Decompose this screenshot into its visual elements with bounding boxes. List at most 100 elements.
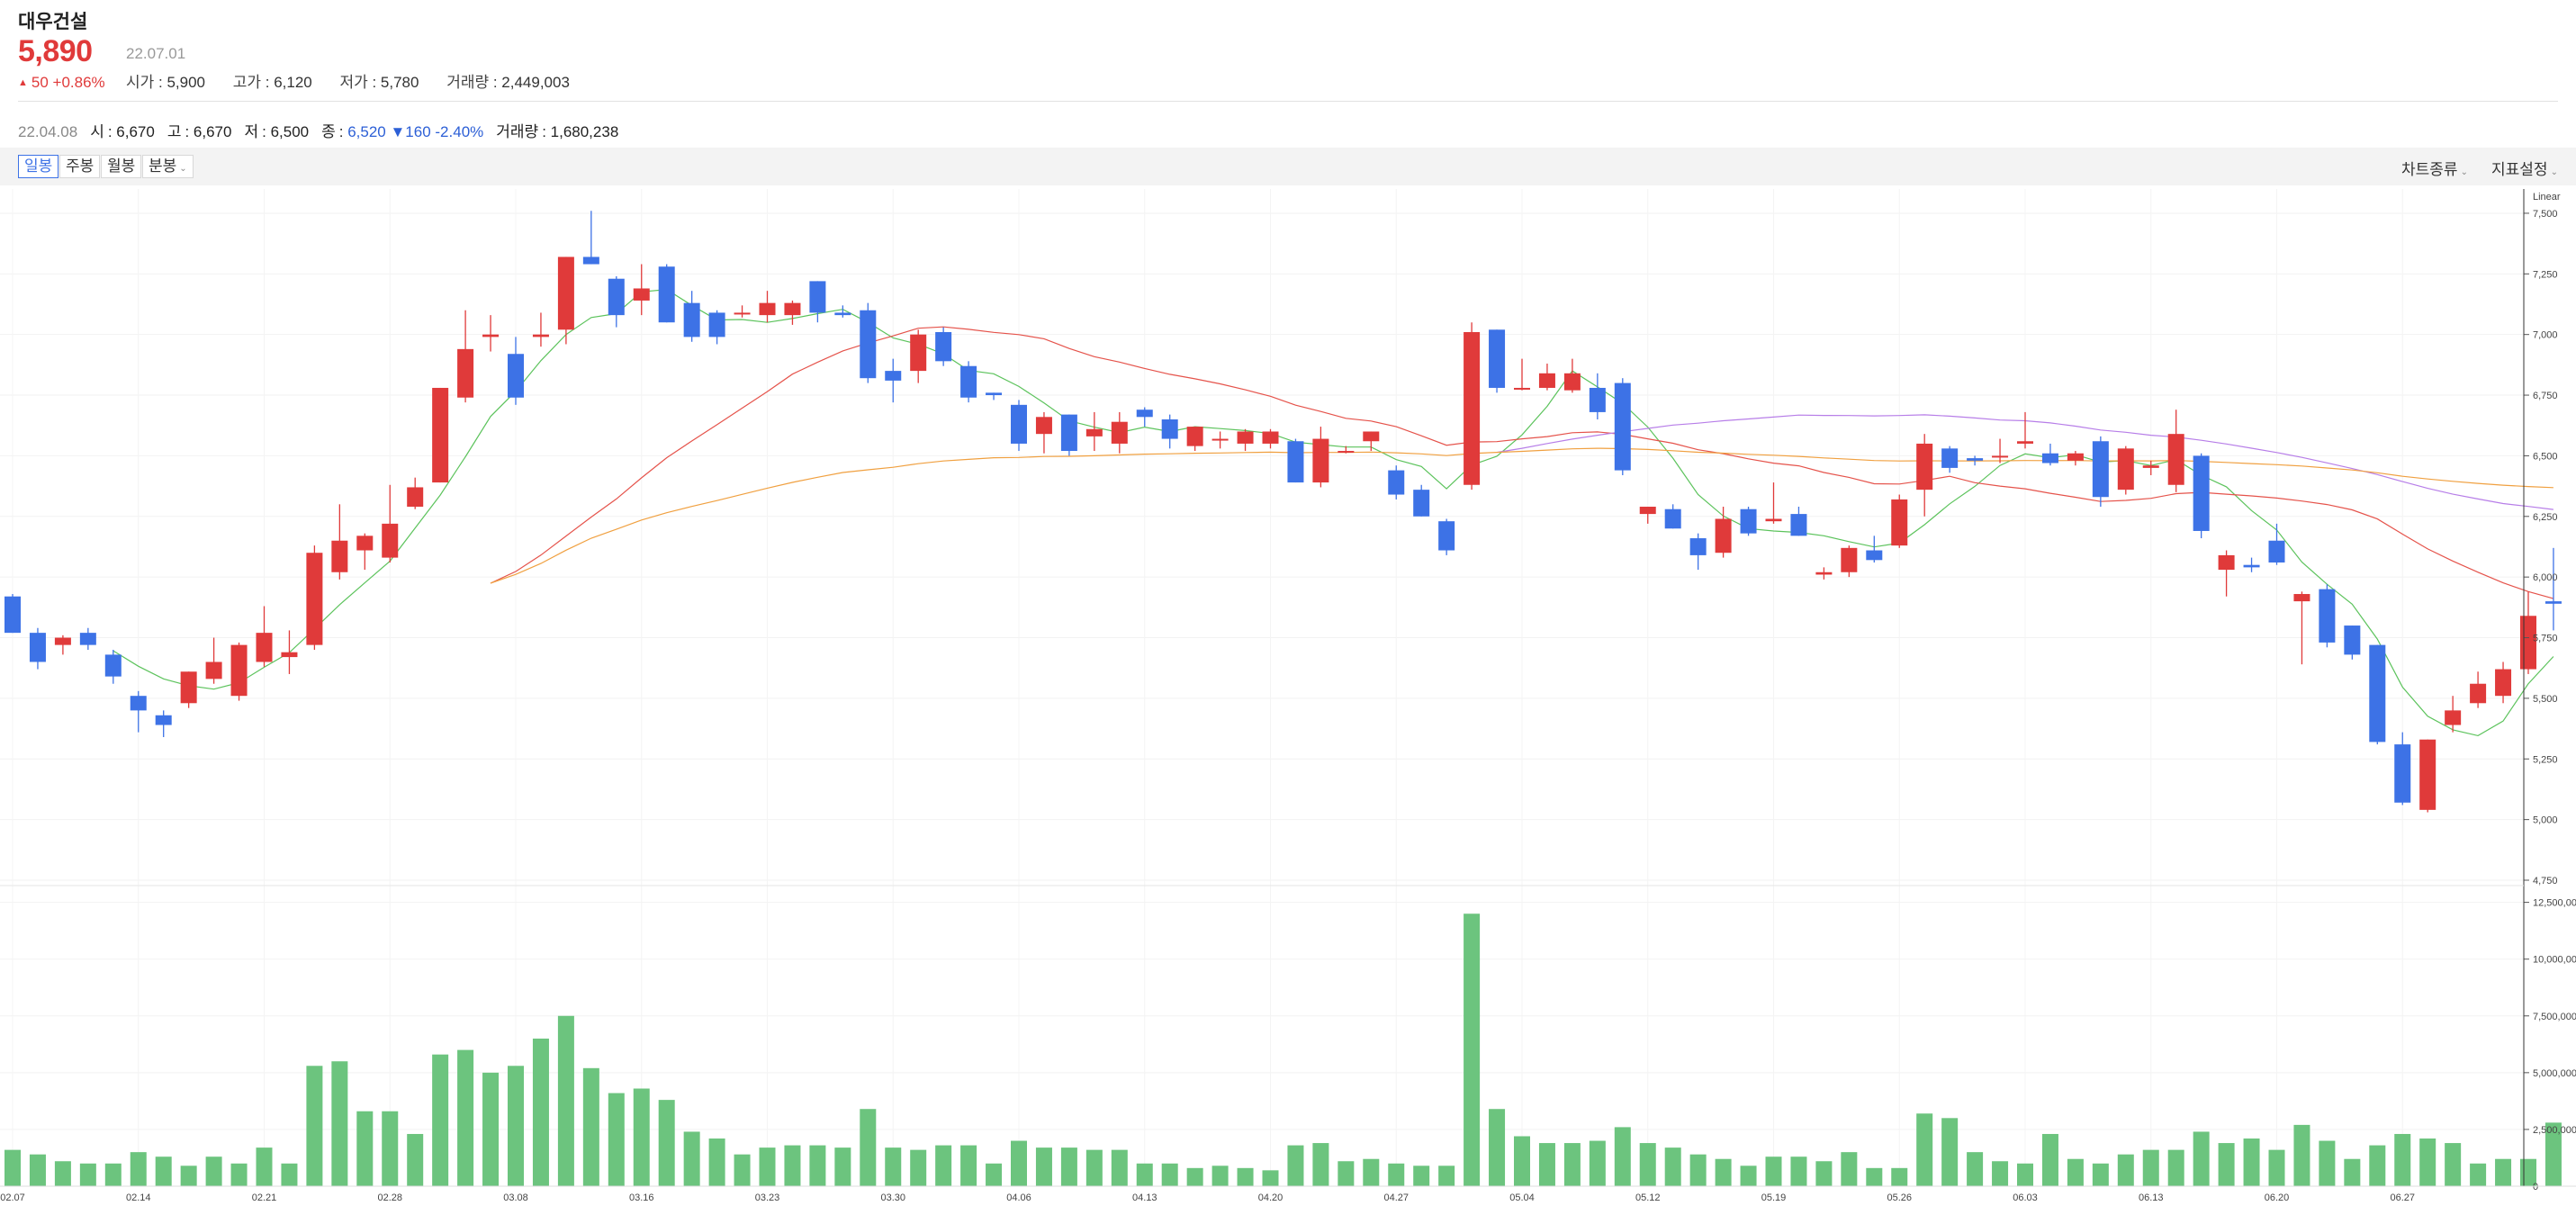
volume-bar <box>2117 1154 2134 1186</box>
price-tick-label: 6,000 <box>2533 572 2558 583</box>
price-change: ▲ 50 +0.86% <box>18 74 105 92</box>
candle-body <box>205 662 222 680</box>
date-tick-label: 02.07 <box>0 1192 25 1203</box>
candle-body <box>331 540 348 572</box>
axes: 4,750 5,000 5,250 5,500 5,750 6,000 6,250 6,500… <box>0 189 2576 1203</box>
candle-body <box>508 354 524 398</box>
candle-body <box>2092 441 2109 498</box>
chart-type-menu[interactable]: 차트종류 ⌄ <box>2401 157 2468 179</box>
grid-lines <box>0 189 2524 1187</box>
candle-body <box>1967 458 1984 461</box>
volume-bar <box>2544 1122 2562 1186</box>
candle-body <box>2067 453 2084 461</box>
volume-bar <box>633 1088 650 1186</box>
tab-monthly[interactable]: 월봉 <box>101 155 142 178</box>
volume-bar <box>658 1100 675 1186</box>
candle-body <box>482 334 500 338</box>
candle-body <box>306 553 323 645</box>
candle-body <box>960 365 977 398</box>
candle-body <box>2394 744 2411 803</box>
price-tick-label: 5,500 <box>2533 694 2558 705</box>
tab-weekly[interactable]: 주봉 <box>59 155 101 178</box>
volume-bar <box>2319 1140 2336 1186</box>
price-tick-label: 5,250 <box>2533 754 2558 765</box>
ma20-line <box>490 326 2554 599</box>
candle-body <box>608 278 625 316</box>
candle-body <box>1639 507 1656 515</box>
volume-bar <box>1312 1143 1329 1186</box>
candle-body <box>1338 451 1355 454</box>
info-volume-label: 거래량 <box>496 123 539 140</box>
candle-body <box>1211 438 1229 441</box>
candle-body <box>935 331 952 362</box>
volume-bar <box>532 1039 549 1186</box>
volume-bar <box>1035 1148 1052 1186</box>
candle-body <box>1866 550 1883 561</box>
candle-body <box>658 266 675 323</box>
volume-bar <box>508 1066 524 1186</box>
candle-body <box>1715 518 1732 554</box>
volume-bar <box>1916 1113 1933 1186</box>
volume-bar <box>1186 1167 1203 1186</box>
volume-bar <box>1363 1158 1380 1186</box>
volume-tick-label: 12,500,000 <box>2533 898 2576 909</box>
volume-bar <box>130 1152 147 1186</box>
candle-body <box>582 256 599 265</box>
volume-bar <box>608 1093 625 1186</box>
volume-bar <box>1589 1140 1606 1186</box>
candle-body <box>2369 644 2386 742</box>
volume-bar <box>2394 1133 2411 1186</box>
volume-tick-label: 2,500,000 <box>2533 1125 2576 1136</box>
volume-bar <box>708 1138 725 1186</box>
volume-bar <box>2041 1133 2058 1186</box>
volume-bar <box>1211 1166 1229 1186</box>
volume-bar <box>382 1111 399 1186</box>
volume-bar <box>155 1156 172 1186</box>
candle-body <box>155 715 172 725</box>
scale-label: Linear <box>2533 192 2561 202</box>
volume-bar <box>1538 1143 1555 1186</box>
volume-bar <box>1790 1156 1807 1186</box>
candle-body <box>809 281 826 313</box>
date-tick-label: 04.27 <box>1383 1192 1409 1203</box>
stock-name: 대우건설 <box>18 12 88 32</box>
candle-body <box>1916 443 1933 490</box>
indicator-menu[interactable]: 지표설정 ⌄ <box>2491 157 2558 179</box>
volume-bar <box>1765 1156 1782 1186</box>
date-tick-label: 06.13 <box>2139 1192 2164 1203</box>
up-triangle-icon: ▲ <box>18 77 28 88</box>
volume-bar <box>1639 1143 1656 1186</box>
candle-body <box>1538 373 1555 388</box>
volume-bar <box>834 1148 851 1186</box>
candle-body <box>1489 329 1506 388</box>
volume-bar <box>2419 1138 2436 1186</box>
volume-bar <box>582 1067 599 1186</box>
tab-minute[interactable]: 분봉 ⌄ <box>142 155 194 178</box>
date-tick-label: 03.16 <box>629 1192 654 1203</box>
candle-body <box>1262 431 1279 444</box>
price-tick-label: 6,250 <box>2533 512 2558 523</box>
date-tick-label: 02.28 <box>377 1192 402 1203</box>
volume-bar <box>885 1148 902 1186</box>
ma120-line <box>490 447 2553 584</box>
date-tick-label: 06.20 <box>2265 1192 2290 1203</box>
candle-body <box>1237 431 1254 444</box>
info-open: 6,670 <box>116 123 155 140</box>
candle-body <box>834 312 851 316</box>
candle-body <box>557 256 574 330</box>
volume-bar <box>1464 914 1481 1186</box>
tab-daily[interactable]: 일봉 <box>18 155 59 178</box>
date-tick-label: 04.06 <box>1006 1192 1031 1203</box>
date-tick-label: 04.13 <box>1132 1192 1157 1203</box>
candle-body <box>230 644 248 697</box>
volume-bar <box>180 1166 197 1186</box>
candle-body <box>2344 626 2361 655</box>
date-tick-label: 06.03 <box>2013 1192 2038 1203</box>
volume-bar <box>1161 1163 1178 1186</box>
candle-body <box>5 596 21 634</box>
candle-body <box>79 633 96 645</box>
volume-bar <box>1689 1154 1707 1186</box>
candle-body <box>2218 554 2235 571</box>
volume-bar <box>1992 1161 2009 1186</box>
